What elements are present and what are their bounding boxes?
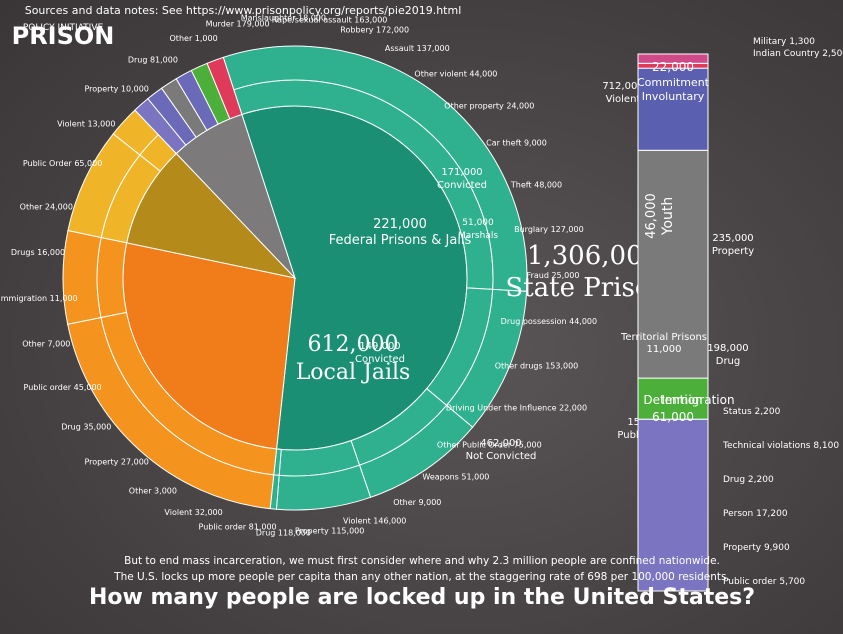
outer-label: Fraud 25,000 [527, 271, 580, 280]
bar-involuntary-value: 22,000 [652, 60, 694, 74]
state-drug-value: 198,000 [707, 343, 748, 354]
logo-policy-initiative: POLICY INITIATIVE [23, 23, 104, 33]
local-jails-value: 612,000 [308, 332, 399, 357]
bar-youth-value: 46,000 [644, 193, 659, 239]
outer-label: Theft 48,000 [510, 180, 562, 189]
youth-breakdown-label: Public order 5,700 [723, 577, 805, 587]
outer-label: Drug possession 44,000 [501, 317, 597, 326]
state-prisons-value: 1,306,000 [527, 241, 659, 271]
bar-segment-3 [637, 67, 709, 151]
federal-marshals-label: Marshals [458, 231, 498, 241]
local-not-convicted-label: Not Convicted [466, 451, 537, 462]
youth-breakdown-label: Technical violations 8,100 [722, 441, 839, 451]
outer-label: Drug 81,000 [128, 56, 178, 65]
youth-breakdown-label: Status 2,200 [723, 407, 781, 417]
youth-breakdown-labels: Public order 5,700 Property 9,900 Person 1… [722, 407, 839, 587]
outer-label: Driving Under the Influence 22,000 [446, 403, 587, 412]
outer-label: Other violent 44,000 [414, 69, 497, 78]
sources-note: Sources and data notes: See https://www.… [25, 4, 462, 17]
federal-marshals-value: 51,000 [462, 218, 494, 228]
federal-convicted-value: 171,000 [441, 167, 482, 178]
outer-label: Weapons 51,000 [422, 473, 489, 482]
local-not-convicted-value: 462,000 [480, 438, 521, 449]
outer-label: Burglary 127,000 [514, 225, 584, 234]
outer-label: Other 1,000 [170, 34, 218, 43]
footer-subtitle-1: The U.S. locks up more people per capita… [113, 571, 730, 583]
outer-label: Drug 118,000 [256, 529, 311, 538]
local-convicted-label: Convicted [355, 354, 405, 365]
bar-immigration-label1: Immigration [661, 393, 734, 407]
outer-label: Other 3,000 [129, 486, 177, 495]
outer-label: Rape/sexual assault 163,000 [272, 15, 388, 24]
outer-label: Other drugs 153,000 [495, 362, 579, 371]
federal-convicted-label: Convicted [437, 180, 487, 191]
state-violent-label: Violent [606, 94, 641, 105]
bar-territorial-value: 11,000 [647, 344, 682, 355]
outer-label: Other 7,000 [22, 340, 70, 349]
outer-label: Property 10,000 [85, 85, 149, 94]
middle-ring-1-1 [96, 236, 128, 319]
bar-involuntary-label1: Involuntary [642, 90, 705, 103]
youth-breakdown-label: Property 9,900 [723, 543, 790, 553]
bar-segment-5 [637, 53, 709, 64]
state-drug-label: Drug [716, 356, 741, 367]
local-convicted-value: 149,000 [359, 341, 400, 352]
outer-label: Property 115,000 [295, 527, 364, 536]
state-property-label: Property [712, 246, 754, 257]
footer-title: How many people are locked up in the Uni… [89, 585, 755, 610]
outer-label: Other Public Order 75,000 [437, 441, 542, 450]
local-jails-label: Local Jails [296, 360, 411, 385]
outer-label: Violent 146,000 [343, 516, 406, 525]
bar-military-label: Military 1,300 [753, 37, 815, 47]
outer-label: Public order 45,000 [24, 383, 102, 392]
bar-youth-label: Youth [660, 197, 676, 237]
federal-value: 221,000 [373, 217, 427, 232]
outer-label: Property 27,000 [85, 458, 149, 467]
outer-label: Murder 179,000 [206, 20, 270, 29]
outer-label: Other property 24,000 [444, 101, 534, 110]
bar-indian-label: Indian Country 2,500 [753, 49, 843, 59]
outer-label: Drugs 16,000 [11, 248, 65, 257]
outer-label: Public Order 65,000 [23, 159, 103, 168]
bar-involuntary-label2: Commitment [637, 76, 710, 89]
state-violent-value: 712,000 [602, 81, 643, 92]
youth-breakdown-label: Person 17,200 [723, 509, 788, 519]
pie-chart [62, 45, 528, 511]
bar-segment-0 [637, 418, 709, 592]
outer-label: Assault 137,000 [385, 44, 450, 53]
outer-label: Violent 13,000 [57, 119, 115, 128]
state-property-value: 235,000 [712, 233, 753, 244]
outer-label: Violent 32,000 [164, 508, 222, 517]
youth-breakdown-label: Drug 2,200 [723, 475, 774, 485]
stacked-bar [637, 53, 709, 592]
footer-subtitle-2: But to end mass incarceration, we must f… [124, 555, 720, 567]
outer-label: Public order 81,000 [199, 523, 277, 532]
outer-label: Other 24,000 [20, 202, 73, 211]
bar-labels: Youth 46,000 Territorial Prisons 11,000 … [620, 37, 843, 424]
logo-prison: PRISON [12, 22, 115, 50]
outer-label: Drug 35,000 [61, 423, 111, 432]
federal-label: Federal Prisons & Jails [329, 233, 472, 248]
bar-segment-1 [637, 377, 709, 420]
bar-segment-2 [637, 149, 709, 379]
bar-territorial-label: Territorial Prisons [620, 332, 707, 343]
outer-label: Manslaughter 18,000 [241, 13, 326, 22]
other-sliver-5 [206, 56, 243, 120]
outer-label: Car theft 9,000 [486, 139, 547, 148]
bar-immigration-label2: Detention [643, 393, 702, 407]
outer-ring-1-1 [62, 229, 102, 325]
outer-label: Other 9,000 [393, 498, 441, 507]
outer-label: Robbery 172,000 [340, 26, 409, 35]
bar-immigration-value: 61,000 [652, 410, 694, 424]
outer-label: Immigration 11,000 [0, 294, 78, 303]
